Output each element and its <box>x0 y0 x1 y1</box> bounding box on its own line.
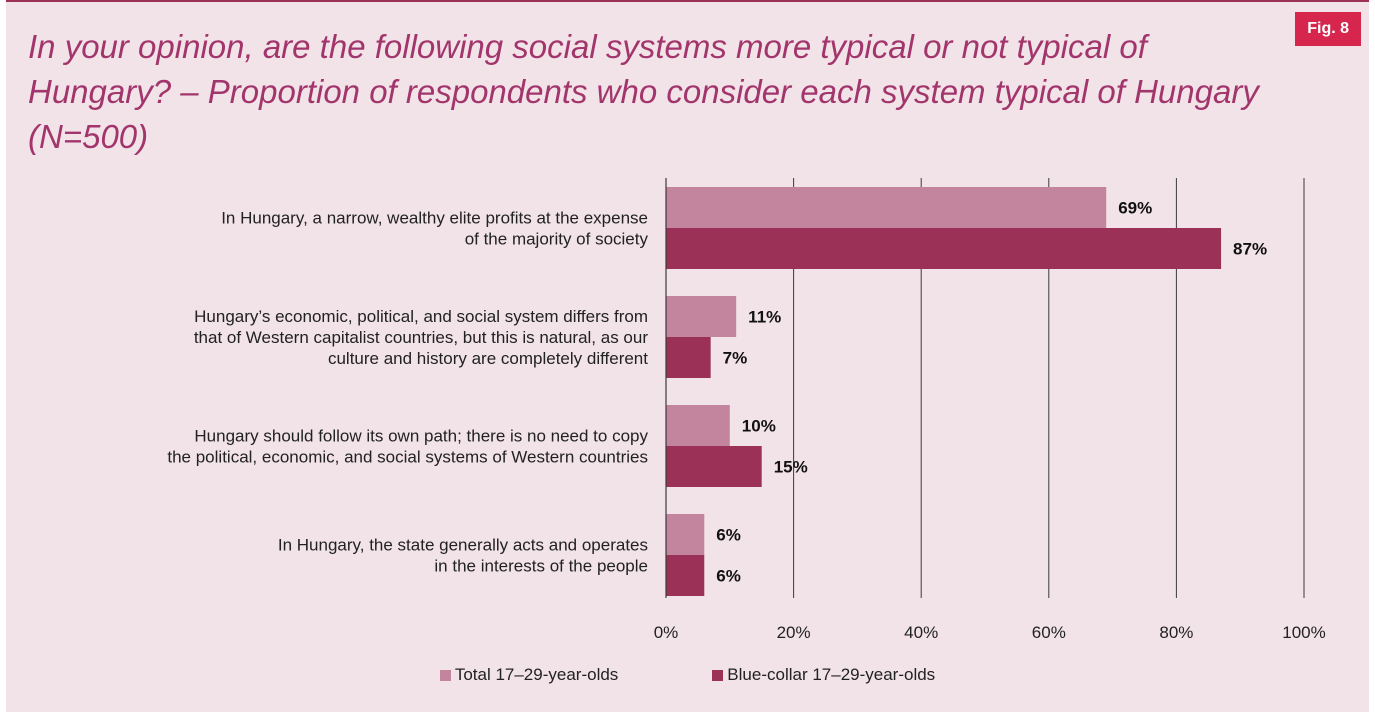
tick-label-0: 0% <box>654 623 679 642</box>
data-label-blue-collar-1: 7% <box>723 349 748 368</box>
bar-blue-collar-1 <box>666 337 711 378</box>
category-label-2: Hungary should follow its own path; ther… <box>167 427 648 467</box>
bar-total-2 <box>666 405 730 446</box>
category-label-line: the political, economic, and social syst… <box>167 448 648 467</box>
legend-item-blue-collar: Blue-collar 17–29-year-olds <box>712 665 935 685</box>
tick-label-100: 100% <box>1282 623 1325 642</box>
legend: Total 17–29-year-olds Blue-collar 17–29-… <box>0 665 1375 685</box>
category-label-line: In Hungary, the state generally acts and… <box>278 536 648 555</box>
category-label-3: In Hungary, the state generally acts and… <box>278 536 648 576</box>
data-label-total-1: 11% <box>748 308 781 327</box>
data-label-blue-collar-2: 15% <box>774 458 808 477</box>
bar-blue-collar-3 <box>666 555 705 596</box>
bar-blue-collar-0 <box>666 228 1222 269</box>
category-label-line: In Hungary, a narrow, wealthy elite prof… <box>221 209 648 228</box>
legend-label-blue-collar: Blue-collar 17–29-year-olds <box>727 665 936 684</box>
legend-swatch-blue-collar <box>712 669 724 681</box>
chart-title: In your opinion, are the following socia… <box>28 28 1259 155</box>
legend-swatch-total <box>439 669 451 681</box>
category-label-line: culture and history are completely diffe… <box>328 349 648 368</box>
category-label-line: that of Western capitalist countries, bu… <box>194 328 649 347</box>
data-label-blue-collar-3: 6% <box>716 567 741 586</box>
data-label-total-3: 6% <box>716 526 741 545</box>
data-label-total-2: 10% <box>742 417 776 436</box>
category-label-line: Hungary should follow its own path; ther… <box>194 427 648 446</box>
category-label-0: In Hungary, a narrow, wealthy elite prof… <box>221 209 648 249</box>
legend-item-total: Total 17–29-year-olds <box>439 665 619 685</box>
legend-label-total: Total 17–29-year-olds <box>454 665 619 684</box>
bar-total-0 <box>666 187 1107 228</box>
data-label-blue-collar-0: 87% <box>1233 240 1267 259</box>
bar-blue-collar-2 <box>666 446 762 487</box>
category-label-line: Hungary’s economic, political, and socia… <box>194 307 648 326</box>
tick-label-60: 60% <box>1032 623 1066 642</box>
tick-label-80: 80% <box>1159 623 1193 642</box>
category-label-line: of the majority of society <box>465 230 649 249</box>
category-label-1: Hungary’s economic, political, and socia… <box>194 307 649 368</box>
category-label-line: in the interests of the people <box>434 557 648 576</box>
figure-badge: Fig. 8 <box>1295 12 1361 46</box>
bar-total-3 <box>666 514 705 555</box>
tick-label-20: 20% <box>777 623 811 642</box>
data-label-total-0: 69% <box>1118 199 1152 218</box>
tick-label-40: 40% <box>904 623 938 642</box>
bar-total-1 <box>666 296 737 337</box>
